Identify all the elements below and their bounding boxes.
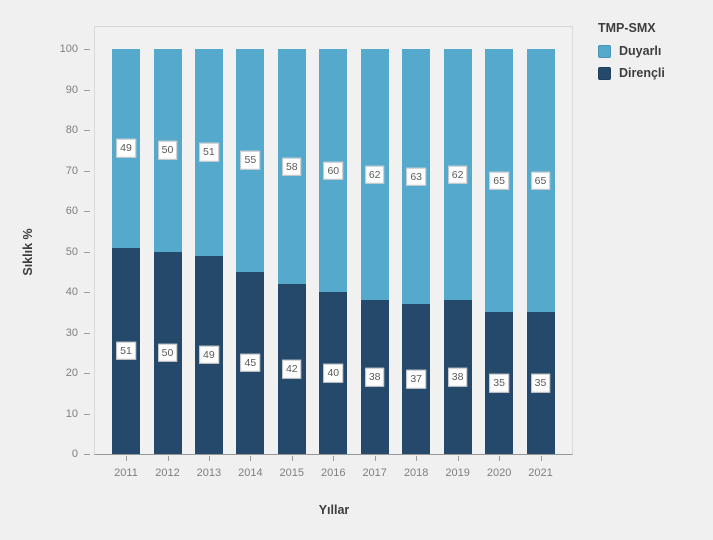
legend-label-duyarli: Duyarlı xyxy=(619,44,662,58)
x-axis-title: Yıllar xyxy=(318,503,350,517)
y-tick-label: 90 xyxy=(65,83,78,96)
bar-label-duyarli-2019: 62 xyxy=(447,165,468,184)
y-tick-label: 50 xyxy=(65,245,78,258)
x-tick-label: 2013 xyxy=(196,467,222,479)
x-tick-label: 2016 xyxy=(321,467,346,479)
legend-item-duyarli[interactable]: Duyarlı xyxy=(598,44,665,58)
bar-label-direncli-2014: 45 xyxy=(240,353,261,373)
x-tick-label: 2020 xyxy=(486,467,512,479)
y-tick-label: 100 xyxy=(59,43,78,55)
x-tick-label: 2011 xyxy=(114,467,138,479)
x-tick-label: 2017 xyxy=(362,467,387,479)
bar-label-direncli-2013: 49 xyxy=(199,345,219,365)
bar-label-direncli-2011: 51 xyxy=(116,341,136,360)
bar-label-duyarli-2021: 65 xyxy=(530,171,551,190)
x-tick-mark xyxy=(540,456,542,461)
bar-label-direncli-2016: 40 xyxy=(323,363,344,383)
bar-label-direncli-2019: 38 xyxy=(447,367,468,387)
x-tick-mark xyxy=(291,456,293,461)
x-tick-mark xyxy=(416,456,418,461)
legend: TMP-SMX Duyarlı Dirençli xyxy=(598,21,665,88)
x-tick-mark xyxy=(126,456,127,461)
bar-label-direncli-2017: 38 xyxy=(364,367,385,387)
y-tick-label: 10 xyxy=(65,407,78,420)
legend-swatch-duyarli xyxy=(598,44,611,58)
y-tick-mark xyxy=(84,373,90,374)
y-tick-label: 40 xyxy=(65,286,78,298)
bar-label-direncli-2015: 42 xyxy=(281,359,302,379)
bar-label-duyarli-2012: 50 xyxy=(157,141,178,160)
bar-label-duyarli-2017: 62 xyxy=(364,165,385,184)
x-tick-label: 2015 xyxy=(279,467,305,479)
y-tick-label: 30 xyxy=(65,326,78,339)
y-tick-mark xyxy=(84,89,90,91)
y-tick-mark xyxy=(84,130,90,131)
bar-label-duyarli-2015: 58 xyxy=(281,157,302,176)
x-tick-mark xyxy=(457,456,459,461)
x-tick-mark xyxy=(250,456,252,461)
y-tick-mark xyxy=(84,49,90,50)
y-tick-mark xyxy=(84,413,90,415)
x-tick-label: 2021 xyxy=(528,467,553,479)
bar-label-direncli-2021: 35 xyxy=(530,373,551,393)
x-tick-label: 2012 xyxy=(155,467,180,479)
y-tick-mark xyxy=(84,211,90,212)
x-tick-mark xyxy=(374,456,376,461)
y-tick-mark xyxy=(84,292,90,293)
x-tick-mark xyxy=(333,456,335,461)
y-tick-label: 70 xyxy=(65,164,78,177)
legend-item-direncli[interactable]: Dirençli xyxy=(598,66,665,80)
bar-label-duyarli-2018: 63 xyxy=(406,167,427,186)
x-tick-mark xyxy=(208,456,210,461)
bar-label-duyarli-2016: 60 xyxy=(323,161,344,180)
y-tick-mark xyxy=(84,251,90,253)
legend-title: TMP-SMX xyxy=(598,21,656,35)
legend-label-direncli: Dirençli xyxy=(619,66,665,80)
bar-label-direncli-2018: 37 xyxy=(406,369,427,389)
bar-label-duyarli-2011: 49 xyxy=(116,138,136,158)
legend-swatch-direncli xyxy=(598,66,611,80)
bar-label-duyarli-2013: 51 xyxy=(199,143,219,162)
x-tick-label: 2018 xyxy=(403,467,429,479)
bar-label-direncli-2012: 50 xyxy=(157,343,178,363)
y-tick-label: 60 xyxy=(65,205,78,217)
x-tick-mark xyxy=(499,456,501,461)
y-tick-label: 0 xyxy=(71,448,78,460)
bar-label-direncli-2020: 35 xyxy=(489,373,509,393)
y-tick-label: 80 xyxy=(65,124,78,136)
y-tick-mark xyxy=(84,332,90,334)
y-axis-title: Sıklık % xyxy=(21,228,35,276)
x-tick-label: 2014 xyxy=(238,467,263,479)
bar-label-duyarli-2020: 65 xyxy=(489,171,509,190)
x-tick-mark xyxy=(167,456,169,461)
y-tick-mark xyxy=(84,454,90,455)
y-tick-label: 20 xyxy=(65,367,78,379)
bar-label-duyarli-2014: 55 xyxy=(240,151,261,170)
y-tick-mark xyxy=(84,170,90,172)
x-tick-label: 2019 xyxy=(445,467,470,479)
